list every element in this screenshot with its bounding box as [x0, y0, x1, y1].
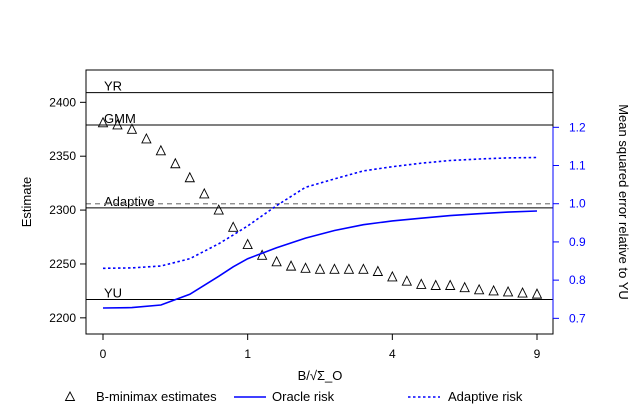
legend: B-minimax estimates Oracle risk Adaptive r…: [64, 389, 523, 404]
y-axis-left-label: Estimate: [19, 177, 34, 228]
data-point: [271, 255, 282, 267]
y-right-tick-label: 1.0: [569, 197, 586, 211]
reference-line-label: YR: [104, 79, 122, 94]
data-point: [126, 123, 138, 134]
y-axis-right-label: Mean squared error relative to YU: [616, 104, 631, 300]
data-point: [314, 263, 326, 274]
y-right-tick-label: 0.7: [569, 311, 586, 325]
reference-line-label: GMM: [104, 111, 136, 126]
x-tick-label: 9: [534, 347, 541, 361]
data-point: [387, 270, 398, 282]
data-point: [430, 279, 441, 290]
reference-line-label: Adaptive: [104, 194, 155, 209]
data-point: [372, 265, 384, 276]
data-point: [227, 221, 239, 232]
legend-label: Adaptive risk: [448, 389, 523, 404]
y-right-tick-label: 1.1: [569, 159, 586, 173]
data-point: [329, 263, 340, 274]
data-point: [358, 263, 369, 274]
x-tick-label: 1: [244, 347, 251, 361]
data-point: [155, 144, 167, 156]
plot-area: YR GMM Adaptive YU: [86, 79, 553, 309]
y-left-tick-label: 2300: [49, 203, 76, 217]
data-point: [343, 263, 355, 274]
data-point: [141, 132, 152, 144]
y-right-tick-label: 0.9: [569, 235, 586, 249]
data-point: [459, 281, 470, 293]
data-point: [112, 118, 123, 130]
data-point: [401, 275, 413, 286]
axes: 2200 2250 2300 2350 2400 Estimate 0.7 0.8 0.9 1.0…: [19, 69, 631, 383]
legend-label: Oracle risk: [272, 389, 335, 404]
y-left-tick-label: 2350: [49, 149, 76, 163]
data-point: [184, 171, 196, 183]
data-point: [97, 116, 109, 128]
data-point: [199, 187, 210, 199]
y-left-tick-label: 2250: [49, 257, 76, 271]
data-point: [488, 284, 499, 296]
y-right-tick-label: 0.8: [569, 273, 586, 287]
plot-frame: [85, 69, 554, 335]
y-left-tick-label: 2200: [49, 311, 76, 325]
data-point: [242, 238, 253, 250]
data-point: [502, 285, 514, 297]
data-point: [285, 260, 297, 271]
y-right-tick-label: 1.2: [569, 120, 586, 134]
data-point: [416, 278, 427, 289]
data-point: [300, 262, 311, 273]
data-point: [517, 287, 528, 298]
x-axis-label: B/√Σ_O: [298, 368, 343, 383]
reference-line-label: YU: [104, 286, 122, 301]
series-line-oracle-risk: [102, 210, 538, 309]
data-point: [473, 283, 485, 295]
series-line-adaptive-risk: [102, 156, 538, 270]
data-point: [444, 279, 456, 290]
x-tick-label: 4: [389, 347, 396, 361]
y-left-tick-label: 2400: [49, 95, 76, 109]
x-tick-label: 0: [100, 347, 107, 361]
legend-label: B-minimax estimates: [96, 389, 217, 404]
data-point: [213, 204, 224, 215]
data-point: [531, 288, 543, 299]
legend-marker-triangle: [64, 391, 76, 401]
data-point: [170, 157, 181, 169]
